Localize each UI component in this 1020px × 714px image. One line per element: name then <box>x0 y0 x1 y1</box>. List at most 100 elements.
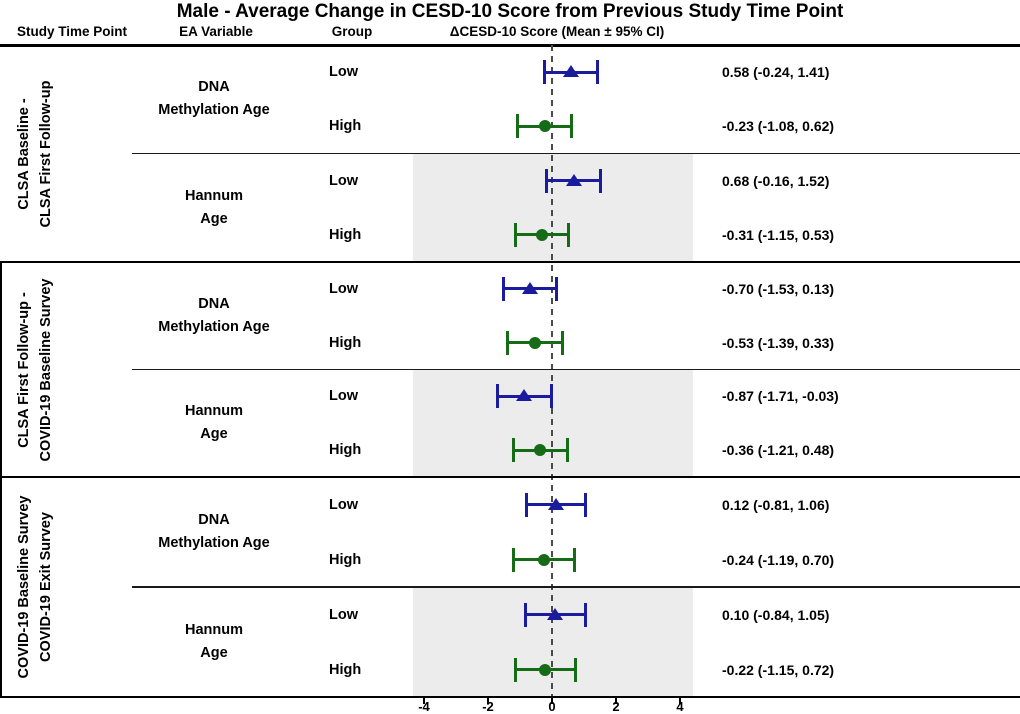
ea-variable-label-line: Hannum <box>185 403 243 420</box>
ci-cap-right <box>584 602 588 627</box>
left-axis-border <box>0 262 2 697</box>
group-label: High <box>329 661 362 678</box>
ci-cap-right <box>584 492 588 517</box>
section-label-line: COVID-19 Baseline Survey <box>38 278 54 461</box>
ci-cap-left <box>542 60 546 85</box>
group-label: High <box>329 551 362 568</box>
mean-marker-triangle <box>521 281 538 294</box>
x-axis-tick <box>679 698 681 704</box>
column-header-study-time-point: Study Time Point <box>16 24 128 39</box>
ci-cap-left <box>495 384 499 409</box>
column-header-ea-variable: EA Variable <box>179 24 253 39</box>
group-label: High <box>329 226 362 243</box>
subgroup-divider-line <box>132 586 1020 588</box>
ci-cap-left <box>523 602 527 627</box>
estimate-label: -0.36 (-1.21, 0.48) <box>722 442 835 459</box>
column-header-group: Group <box>331 24 373 39</box>
ea-variable-label-line: Age <box>200 210 228 227</box>
ci-cap-right <box>565 438 569 463</box>
estimate-label: 0.68 (-0.16, 1.52) <box>722 172 830 189</box>
ea-variable-label-line: Age <box>200 645 228 661</box>
ea-variable-label-line: Hannum <box>185 187 243 204</box>
ci-cap-left <box>545 168 549 193</box>
mean-marker-triangle <box>562 65 579 78</box>
ci-cap-right <box>549 384 553 409</box>
column-header-score: ΔCESD-10 Score (Mean ± 95% CI) <box>449 24 665 39</box>
ea-variable-label-line: DNA <box>198 295 230 312</box>
ea-variable-label-line: DNA <box>198 79 230 96</box>
ea-variable-label-line: Methylation Age <box>158 318 270 335</box>
ci-cap-right <box>561 330 565 355</box>
ci-cap-right <box>599 168 603 193</box>
x-axis-tick-label: -4 <box>418 699 430 714</box>
ci-cap-right <box>573 657 577 682</box>
x-axis-tick-label: 4 <box>676 699 684 714</box>
chart-title: Male - Average Change in CESD-10 Score f… <box>176 1 844 22</box>
ci-cap-left <box>511 438 515 463</box>
x-axis-tick <box>551 698 553 704</box>
estimate-label: -0.70 (-1.53, 0.13) <box>722 280 835 297</box>
ea-variable-label-line: DNA <box>198 512 230 528</box>
section-boundary-line <box>0 260 1020 264</box>
group-label: Low <box>329 280 358 297</box>
zero-dashed-line <box>551 45 553 697</box>
estimate-label: -0.23 (-1.08, 0.62) <box>722 118 835 135</box>
estimate-label: 0.12 (-0.81, 1.06) <box>722 496 830 513</box>
mean-marker-triangle <box>516 389 533 402</box>
estimate-label: -0.31 (-1.15, 0.53) <box>722 226 835 243</box>
group-label: High <box>329 118 362 135</box>
ea-variable-label: DNA Methylation Age <box>158 76 269 122</box>
ea-variable-label: Hannum Age <box>185 619 243 665</box>
ci-cap-right <box>595 60 599 85</box>
ci-cap-right <box>567 222 571 247</box>
group-label: High <box>329 442 362 459</box>
section-label-line: COVID-19 Exit Survey <box>38 512 54 662</box>
mean-marker-circle <box>538 663 551 676</box>
x-axis-tick-label: -2 <box>482 699 494 714</box>
ea-variable-label-line: Hannum <box>185 622 243 638</box>
estimate-label: 0.58 (-0.24, 1.41) <box>722 64 830 81</box>
estimate-label: -0.24 (-1.19, 0.70) <box>722 551 835 568</box>
shaded-band <box>413 587 693 697</box>
section-label-line: COVID-19 Baseline Survey <box>16 495 32 679</box>
group-label: Low <box>329 496 358 513</box>
estimate-label: -0.53 (-1.39, 0.33) <box>722 334 835 351</box>
subgroup-divider-line <box>132 368 1020 371</box>
group-label: Low <box>329 172 358 189</box>
mean-marker-circle <box>538 553 551 566</box>
mean-marker-triangle <box>565 173 582 186</box>
section-label-line: CLSA First Follow-up <box>38 80 54 227</box>
subgroup-divider-line <box>132 152 1020 155</box>
ea-variable-label-line: Methylation Age <box>158 102 270 119</box>
x-axis-tick-label: 2 <box>612 699 620 714</box>
mean-marker-triangle <box>547 497 564 510</box>
mean-marker-circle <box>536 228 549 241</box>
ea-variable-label: DNA Methylation Age <box>158 509 269 555</box>
ea-variable-label-line: Age <box>200 426 228 443</box>
ci-cap-left <box>501 276 505 301</box>
mean-marker-circle <box>538 120 551 133</box>
ea-variable-label: Hannum Age <box>185 185 243 231</box>
group-label: High <box>329 334 362 351</box>
mean-marker-triangle <box>547 607 564 620</box>
ea-variable-label: Hannum Age <box>185 400 243 446</box>
ci-cap-left <box>524 492 528 517</box>
section-label-line: CLSA First Follow-up - <box>16 291 32 448</box>
mean-marker-circle <box>534 444 547 457</box>
ci-cap-right <box>572 547 576 572</box>
x-axis-tick <box>423 698 425 704</box>
ea-variable-label: DNA Methylation Age <box>158 293 269 339</box>
section-boundary-line <box>0 475 1020 479</box>
estimate-label: -0.22 (-1.15, 0.72) <box>722 661 835 678</box>
x-axis-tick <box>487 698 489 704</box>
mean-marker-circle <box>529 336 542 349</box>
ci-cap-right <box>570 114 574 139</box>
estimate-label: -0.87 (-1.71, -0.03) <box>722 388 839 405</box>
ci-cap-left <box>512 547 516 572</box>
x-axis-tick-label: 0 <box>548 699 556 714</box>
group-label: Low <box>329 606 358 623</box>
shaded-band <box>413 369 693 477</box>
section-label: COVID-19 Baseline Survey COVID-19 Exit Su… <box>13 496 57 679</box>
group-label: Low <box>329 388 358 405</box>
